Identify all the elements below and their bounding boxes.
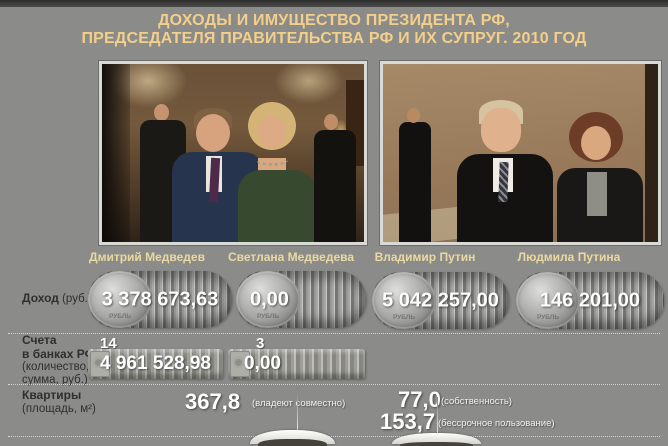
- coin-stack-putin: РУБЛЬ 5 042 257,00: [372, 272, 509, 329]
- income-value-putina: 146 201,00: [539, 289, 641, 311]
- bank-sum-medvedev: 4 961 528,98: [100, 353, 211, 374]
- car-windshield: [257, 439, 328, 446]
- lyudmila-face: [581, 126, 611, 160]
- apartment-value-joint: 367,8: [185, 389, 241, 414]
- apartment-value-perpetual: 153,7: [380, 409, 436, 434]
- bank-label-note-2: сумма, руб.): [22, 373, 88, 386]
- car-antenna: [437, 397, 438, 434]
- svetlana-dress: [238, 170, 316, 242]
- coin-stack-putina: РУБЛЬ 146 201,00: [516, 272, 664, 329]
- left-silhouette: [102, 64, 130, 242]
- bank-row-label: Счета в банках РФ (количество, сумма, ру…: [22, 334, 95, 386]
- bodyguard-head: [407, 108, 420, 123]
- apartment-value-owned: 77,0: [398, 387, 441, 412]
- medvedev-face: [196, 114, 230, 152]
- top-bar: [0, 0, 668, 7]
- ruble-coin-icon: РУБЛЬ: [88, 271, 152, 328]
- income-value-medvedeva: 0,00: [250, 288, 289, 310]
- svetlana-necklace: [256, 154, 288, 166]
- separator: [8, 384, 660, 385]
- ruble-coin-icon: РУБЛЬ: [516, 272, 580, 329]
- car-antenna: [297, 388, 298, 432]
- page-title: ДОХОДЫ И ИМУЩЕСТВО ПРЕЗИДЕНТА РФ, ПРЕДСЕ…: [0, 12, 668, 48]
- apartments-label: Квартиры: [22, 388, 82, 402]
- income-value-putin: 5 042 257,00: [382, 289, 499, 311]
- apartment-note-perpetual: (бессрочное пользование): [438, 418, 555, 429]
- bank-label-note-1: (количество,: [22, 361, 90, 373]
- apartments-label-note: (площадь, м²): [22, 402, 96, 415]
- banknote-stack-medvedev: 4 961 528,98: [88, 349, 223, 379]
- putin-tie: [498, 161, 509, 203]
- coin-stack-medvedev: РУБЛЬ 3 378 673,63: [88, 271, 232, 328]
- car-medvedev: [250, 430, 335, 446]
- income-value-medvedev: 3 378 673,63: [101, 288, 219, 310]
- banknote-seal-icon: [93, 357, 104, 368]
- putin-face: [481, 108, 521, 152]
- income-label: Доход: [22, 291, 59, 305]
- bank-label-2: в банках РФ: [22, 346, 95, 361]
- ruble-coin-icon: РУБЛЬ: [372, 272, 436, 329]
- car-windshield: [400, 442, 473, 446]
- apartment-note-joint: (владеют совместно): [252, 398, 346, 409]
- person-name-putina: Людмила Путина: [517, 250, 621, 264]
- bank-label-1: Счета: [22, 333, 57, 347]
- coin-stack-medvedeva: РУБЛЬ 0,00: [236, 271, 366, 328]
- title-line-2: ПРЕДСЕДАТЕЛЯ ПРАВИТЕЛЬСТВА РФ И ИХ СУПРУ…: [81, 30, 587, 47]
- separator: [8, 333, 660, 334]
- banknote-seal-icon: [233, 357, 244, 368]
- income-label-note: (руб.): [62, 293, 92, 305]
- photo-medvedevs: [99, 61, 367, 245]
- chandelier-glow: [274, 64, 344, 104]
- wall-corner: [645, 64, 658, 242]
- bodyguard-body: [399, 122, 431, 242]
- svetlana-face: [258, 116, 286, 148]
- photo-putins: [380, 61, 661, 245]
- banknote-stack-medvedeva: 0,00: [228, 349, 365, 379]
- background-guest-head: [154, 104, 169, 121]
- car-putin: [392, 433, 481, 446]
- ruble-coin-icon: РУБЛЬ: [236, 271, 300, 328]
- right-guest-body: [314, 130, 356, 242]
- lyudmila-scarf: [587, 172, 607, 216]
- title-line-1: ДОХОДЫ И ИМУЩЕСТВО ПРЕЗИДЕНТА РФ,: [158, 12, 510, 29]
- person-name-medvedev: Дмитрий Медведев: [89, 250, 205, 264]
- bank-sum-medvedeva: 0,00: [244, 353, 281, 374]
- income-row-label: Доход (руб.): [22, 292, 92, 306]
- person-name-putin: Владимир Путин: [374, 250, 476, 264]
- apartments-row-label: Квартиры (площадь, м²): [22, 389, 96, 415]
- right-guest-head: [324, 114, 338, 130]
- separator: [8, 436, 660, 437]
- apartment-note-owned: (собственность): [441, 396, 512, 407]
- person-name-medvedeva: Светлана Медведева: [227, 250, 355, 264]
